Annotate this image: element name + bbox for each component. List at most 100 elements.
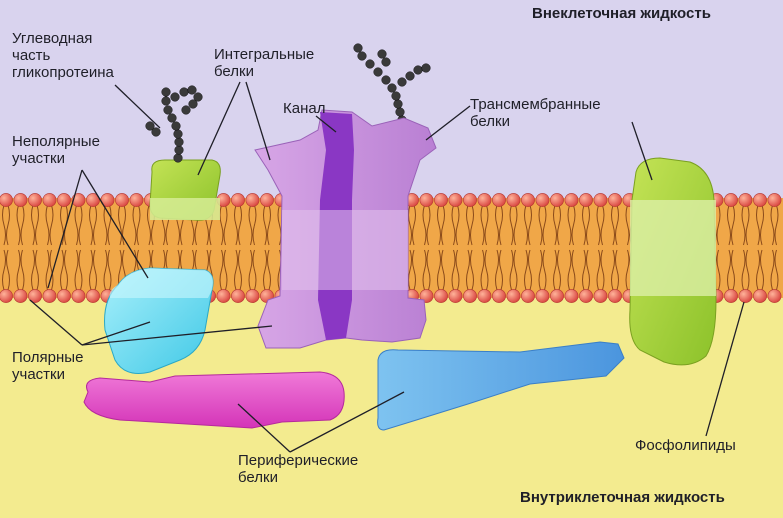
lipid-tail: [625, 204, 630, 246]
lipid-tail: [499, 204, 503, 246]
lipid-tail: [408, 249, 412, 291]
lipid-tail: [422, 204, 427, 246]
lipid-head: [42, 193, 57, 207]
lipid-head: [434, 193, 448, 207]
sugar-bead: [381, 57, 391, 67]
lipid-tail: [2, 249, 6, 291]
leader-phospholipids: [705, 301, 745, 437]
lipid-head: [129, 193, 144, 207]
lipid-tail: [6, 204, 10, 246]
lipid-tail: [20, 249, 25, 291]
lipid-tail: [252, 204, 257, 246]
sugar-bead: [353, 43, 363, 53]
lipid-head: [42, 289, 57, 303]
lipid-tail: [470, 204, 474, 246]
sugar-bead: [405, 71, 415, 81]
sugar-bead: [397, 77, 407, 87]
lipid-tail: [615, 204, 619, 246]
lipid-tail: [770, 204, 775, 246]
sugar-bead: [393, 99, 403, 109]
sugar-bead: [163, 105, 173, 115]
lipid-tail: [557, 204, 561, 246]
lipid-tail: [248, 249, 253, 291]
lipid-head: [579, 193, 593, 207]
lipid-tail: [480, 204, 485, 246]
lipid-tail: [412, 204, 416, 246]
lipid-tail: [615, 249, 619, 291]
sugar-bead: [377, 49, 387, 59]
lipid-tail: [238, 204, 242, 246]
leader-transmembrane-2: [631, 121, 653, 181]
peripheral-protein-blue: [377, 341, 625, 431]
lipid-head: [477, 289, 492, 303]
lipid-tail: [731, 249, 735, 291]
lipid-tail: [513, 204, 518, 246]
lipid-tail: [31, 249, 35, 291]
leader-carbohydrate: [114, 84, 161, 129]
lipid-head: [521, 193, 535, 207]
lipid-tail: [600, 249, 605, 291]
lipid-tail: [45, 204, 50, 246]
sugar-bead: [174, 137, 184, 147]
lipid-head: [0, 193, 13, 207]
sugar-bead: [171, 121, 181, 131]
lipid-tail: [267, 249, 271, 291]
lipid-tail: [238, 249, 242, 291]
lipid-tail: [441, 204, 445, 246]
lipid-tail: [78, 204, 83, 246]
lipid-head: [767, 193, 782, 207]
channel-label: Канал: [283, 100, 326, 117]
sugar-bead: [391, 91, 401, 101]
sugar-bead: [179, 87, 189, 97]
lipid-tail: [60, 249, 64, 291]
leader-nonpolar-1: [81, 169, 149, 279]
sugar-bead: [174, 145, 184, 155]
sugar-bead: [357, 51, 367, 61]
transmembrane-label: Трансмембранные белки: [470, 96, 601, 130]
lipid-tail: [267, 204, 271, 246]
lipid-tail: [582, 249, 586, 291]
lipid-head: [463, 193, 477, 207]
lipid-tail: [484, 204, 489, 246]
lipid-tail: [571, 204, 576, 246]
lipid-head: [28, 193, 42, 207]
lipid-tail: [484, 249, 489, 291]
lipid-tail: [408, 204, 412, 246]
lipid-tail: [89, 249, 93, 291]
lipid-tail: [586, 204, 590, 246]
lipid-tail: [582, 204, 586, 246]
lipid-tail: [528, 204, 532, 246]
peripheral-protein-magenta: [83, 371, 345, 429]
lipid-head: [260, 193, 274, 207]
lipid-tail: [524, 249, 528, 291]
lipid-tail: [542, 249, 547, 291]
lipid-head: [738, 193, 753, 207]
lipid-head: [506, 289, 521, 303]
lipid-tail: [495, 249, 499, 291]
lipid-tail: [528, 249, 532, 291]
sugar-bead: [145, 121, 155, 131]
lipid-tail: [20, 204, 25, 246]
lipid-tail: [219, 249, 224, 291]
carbohydrate-label: Углеводная часть гликопротеина: [12, 30, 114, 81]
lipid-tail: [451, 204, 456, 246]
lipid-tail: [45, 249, 50, 291]
lipid-tail: [441, 249, 445, 291]
lipid-head: [738, 289, 753, 303]
lipid-tail: [760, 204, 764, 246]
sugar-bead: [413, 65, 423, 75]
lipid-head: [57, 193, 71, 207]
lipid-tail: [625, 249, 630, 291]
sugar-bead: [365, 59, 375, 69]
lipid-head: [593, 289, 608, 303]
lipid-tail: [542, 204, 547, 246]
lipid-tail: [35, 249, 39, 291]
lipid-tail: [60, 204, 64, 246]
sugar-bead: [173, 129, 183, 139]
lipid-tail: [219, 204, 224, 246]
lipid-tail: [74, 204, 79, 246]
lipid-head: [216, 289, 231, 303]
lipid-head: [448, 289, 463, 303]
leader-polar-1: [29, 299, 83, 346]
lipid-tail: [538, 249, 543, 291]
